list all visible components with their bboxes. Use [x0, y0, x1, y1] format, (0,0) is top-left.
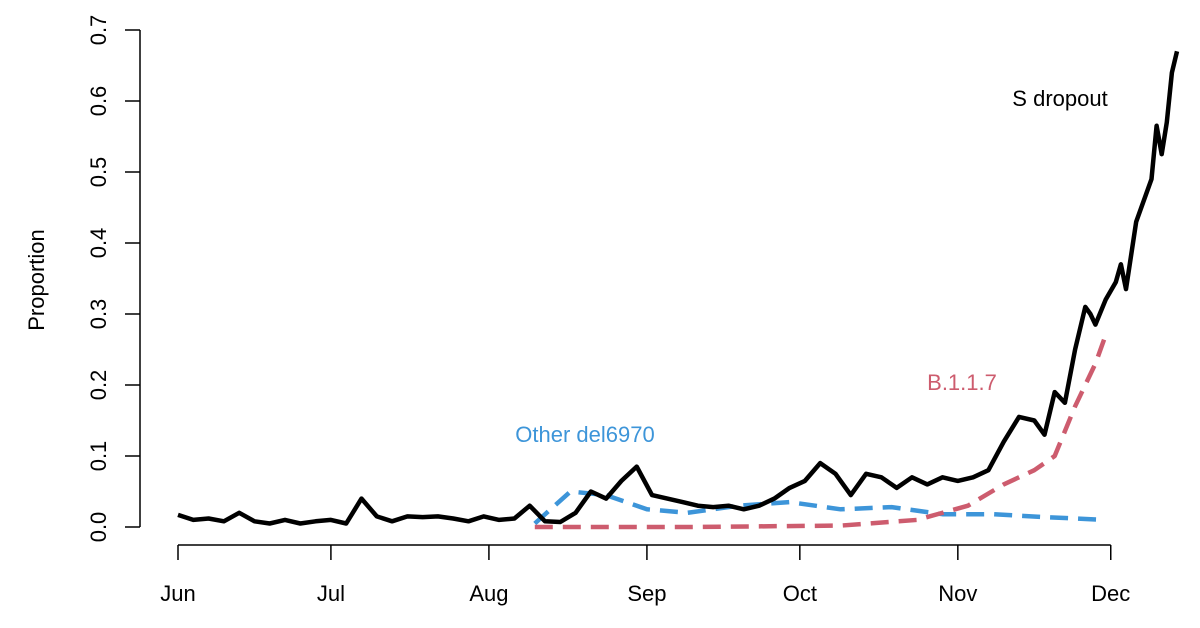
- x-tick-label: Sep: [627, 581, 666, 606]
- y-tick-label: 0.4: [86, 228, 111, 259]
- series-label: B.1.1.7: [927, 370, 997, 395]
- series-label: Other del6970: [515, 422, 654, 447]
- series-label: S dropout: [1012, 86, 1107, 111]
- y-tick-label: 0.1: [86, 441, 111, 472]
- series-line: [533, 489, 1106, 526]
- x-tick-label: Oct: [783, 581, 817, 606]
- x-tick-label: Jun: [160, 581, 195, 606]
- x-tick-label: Nov: [938, 581, 977, 606]
- series-line: [177, 50, 1180, 526]
- y-tick-label: 0.7: [86, 15, 111, 46]
- y-tick-label: 0.3: [86, 299, 111, 330]
- y-axis-label: Proportion: [24, 229, 49, 331]
- series-line: [534, 334, 1108, 530]
- x-tick-label: Jul: [317, 581, 345, 606]
- x-tick-label: Dec: [1091, 581, 1130, 606]
- x-tick-label: Aug: [469, 581, 508, 606]
- y-tick-label: 0.0: [86, 512, 111, 543]
- y-tick-label: 0.2: [86, 370, 111, 401]
- y-tick-label: 0.5: [86, 157, 111, 188]
- y-tick-label: 0.6: [86, 86, 111, 117]
